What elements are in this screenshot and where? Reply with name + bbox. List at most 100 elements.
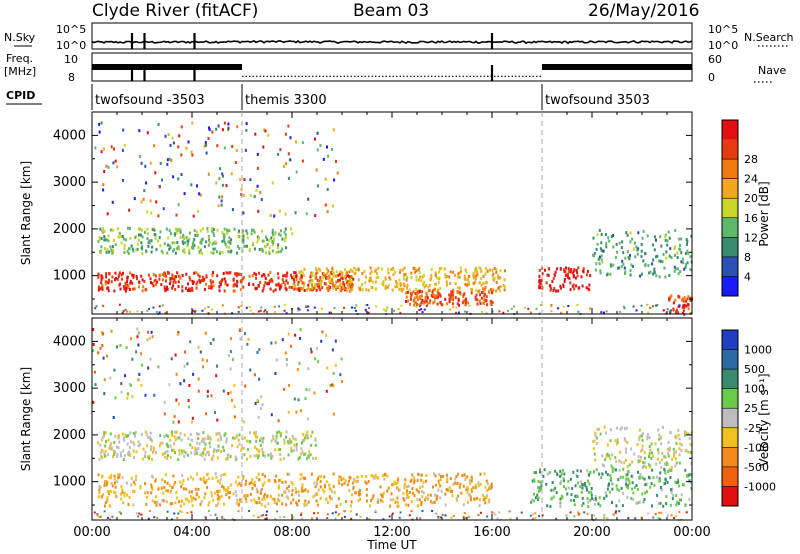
heatmap-cell — [234, 436, 236, 440]
heatmap-cell — [186, 498, 189, 502]
heatmap-cell — [422, 301, 425, 305]
heatmap-cell-sparse — [197, 345, 200, 349]
heatmap-cell — [166, 450, 169, 454]
heatmap-cell — [375, 287, 378, 291]
heatmap-cell-near — [440, 516, 442, 519]
heatmap-cell — [271, 243, 274, 247]
heatmap-cell-sparse — [277, 419, 280, 423]
heatmap-cell — [369, 272, 372, 276]
heatmap-cell — [632, 265, 634, 268]
x-tick-label: 00:00 — [673, 525, 710, 540]
heatmap-cell — [337, 279, 340, 283]
heatmap-cell — [151, 245, 154, 249]
heatmap-cell — [298, 456, 301, 459]
heatmap-cell — [171, 286, 174, 290]
heatmap-cell-sparse — [136, 335, 139, 339]
heatmap-cell-sparse — [231, 358, 234, 362]
heatmap-cell-sparse — [306, 417, 309, 421]
heatmap-cell — [184, 497, 187, 501]
freq-label: Freq. — [6, 52, 33, 65]
heatmap-cell — [397, 500, 400, 504]
heatmap-cell — [477, 481, 480, 485]
heatmap-cell — [587, 505, 590, 508]
heatmap-cell — [327, 288, 330, 292]
heatmap-cell — [290, 449, 293, 453]
heatmap-cell — [135, 450, 138, 454]
heatmap-cell — [188, 237, 191, 241]
heatmap-cell — [618, 499, 621, 503]
heatmap-cell — [220, 280, 223, 284]
heatmap-cell — [237, 438, 240, 442]
heatmap-cell — [615, 484, 618, 488]
heatmap-cell — [538, 285, 541, 289]
heatmap-cell — [302, 476, 305, 480]
heatmap-cell — [221, 231, 224, 235]
heatmap-cell-sparse — [163, 412, 166, 416]
heatmap-cell — [615, 504, 618, 508]
heatmap-cell — [620, 246, 623, 250]
heatmap-cell — [479, 293, 481, 297]
heatmap-cell — [158, 273, 161, 277]
heatmap-cell — [408, 490, 411, 494]
heatmap-cell — [271, 279, 274, 283]
heatmap-cell — [183, 502, 186, 506]
heatmap-cell — [140, 274, 143, 278]
heatmap-cell — [650, 451, 653, 455]
heatmap-cell — [666, 239, 669, 243]
heatmap-cell-sparse — [267, 133, 270, 137]
heatmap-cell — [439, 484, 442, 488]
heatmap-cell-near — [382, 518, 385, 521]
heatmap-cell — [421, 489, 423, 493]
heatmap-cell — [401, 289, 403, 293]
heatmap-cell — [331, 279, 334, 283]
heatmap-cell — [400, 287, 403, 291]
heatmap-cell — [156, 501, 158, 505]
heatmap-cell-near — [510, 307, 513, 310]
heatmap-cell — [349, 268, 352, 272]
cpid-segments: twofsound -3503 themis 3300 twofsound 3503 — [91, 84, 650, 110]
heatmap-cell — [606, 273, 609, 277]
heatmap-cell — [135, 248, 138, 252]
heatmap-cell — [252, 283, 255, 287]
heatmap-cell — [225, 493, 228, 497]
heatmap-cell — [281, 493, 284, 497]
heatmap-cell — [553, 286, 556, 290]
heatmap-cell — [550, 287, 553, 291]
heatmap-cell — [585, 485, 588, 489]
heatmap-cell — [448, 297, 451, 301]
heatmap-cell — [247, 448, 249, 452]
heatmap-cell — [608, 490, 611, 494]
heatmap-cell-near — [300, 513, 303, 516]
heatmap-cell — [283, 273, 286, 277]
heatmap-cell-near — [602, 311, 605, 314]
heatmap-cell — [617, 478, 620, 482]
heatmap-cell-near — [467, 515, 470, 518]
heatmap-cell-near — [603, 513, 606, 516]
heatmap-cell — [332, 484, 335, 488]
heatmap-cell — [163, 285, 166, 289]
heatmap-cell — [419, 275, 422, 279]
heatmap-cell-near — [103, 510, 106, 513]
heatmap-cell — [327, 269, 330, 273]
heatmap-cell — [652, 272, 655, 276]
cpid-segment-label: twofsound 3503 — [545, 93, 650, 108]
heatmap-cell — [464, 268, 467, 272]
heatmap-cell — [107, 234, 110, 238]
heatmap-cell-near — [397, 308, 400, 310]
heatmap-cell — [369, 276, 372, 280]
heatmap-cell — [642, 500, 645, 504]
heatmap-cell — [437, 488, 440, 492]
heatmap-cell — [448, 486, 451, 490]
heatmap-cell — [439, 287, 442, 290]
heatmap-cell — [216, 497, 219, 501]
colorbar-swatch — [722, 349, 738, 370]
heatmap-cell — [253, 247, 256, 251]
heatmap-cell — [117, 273, 120, 277]
heatmap-cell — [277, 272, 279, 276]
heatmap-cell-sparse — [263, 128, 266, 132]
heatmap-cell — [338, 481, 341, 485]
heatmap-cell-sparse — [239, 178, 242, 182]
heatmap-cell — [108, 504, 111, 508]
heatmap-cell — [270, 236, 273, 240]
heatmap-cell — [430, 273, 433, 277]
